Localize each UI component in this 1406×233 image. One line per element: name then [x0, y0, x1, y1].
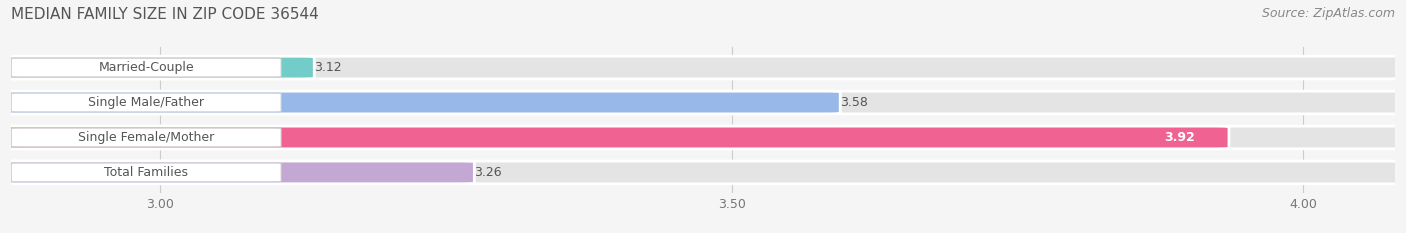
FancyBboxPatch shape — [0, 161, 474, 184]
Text: Married-Couple: Married-Couple — [98, 61, 194, 74]
Text: 3.26: 3.26 — [474, 166, 502, 179]
Text: Single Male/Father: Single Male/Father — [89, 96, 204, 109]
FancyBboxPatch shape — [11, 163, 281, 182]
FancyBboxPatch shape — [0, 126, 1229, 149]
FancyBboxPatch shape — [0, 91, 1406, 114]
FancyBboxPatch shape — [11, 93, 281, 112]
FancyBboxPatch shape — [0, 91, 841, 114]
FancyBboxPatch shape — [0, 56, 315, 79]
Text: 3.12: 3.12 — [315, 61, 342, 74]
Text: Single Female/Mother: Single Female/Mother — [79, 131, 214, 144]
FancyBboxPatch shape — [11, 58, 281, 77]
Text: 3.92: 3.92 — [1164, 131, 1195, 144]
FancyBboxPatch shape — [0, 56, 1406, 79]
FancyBboxPatch shape — [11, 128, 281, 147]
FancyBboxPatch shape — [0, 161, 1406, 184]
FancyBboxPatch shape — [0, 126, 1406, 149]
Text: 3.58: 3.58 — [841, 96, 868, 109]
Text: MEDIAN FAMILY SIZE IN ZIP CODE 36544: MEDIAN FAMILY SIZE IN ZIP CODE 36544 — [11, 7, 319, 22]
Text: Source: ZipAtlas.com: Source: ZipAtlas.com — [1261, 7, 1395, 20]
Text: Total Families: Total Families — [104, 166, 188, 179]
